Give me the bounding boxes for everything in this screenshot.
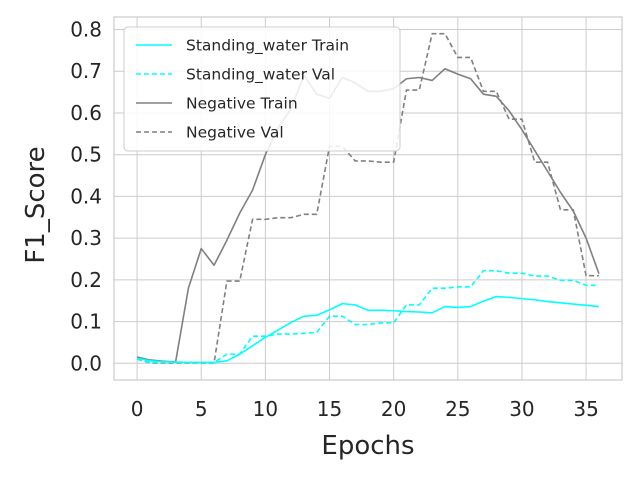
y-tick-label: 0.8 <box>70 18 102 42</box>
y-tick-label: 0.6 <box>70 101 102 125</box>
y-tick-label: 0.3 <box>70 226 102 250</box>
x-tick-label: 0 <box>131 397 144 421</box>
y-tick-label: 0.2 <box>70 268 102 292</box>
x-tick-label: 35 <box>573 397 598 421</box>
y-tick-label: 0.0 <box>70 351 102 375</box>
legend-label: Negative Train <box>186 95 298 113</box>
x-tick-label: 5 <box>195 397 208 421</box>
series-line <box>136 32 599 364</box>
x-tick-label: 25 <box>445 397 470 421</box>
y-tick-label: 0.5 <box>70 143 102 167</box>
x-tick-labels: 0 5 10 15 20 25 30 35 <box>131 397 599 421</box>
x-tick-label: 30 <box>509 397 534 421</box>
gridlines <box>114 17 622 380</box>
x-tick-label: 10 <box>253 397 278 421</box>
x-axis-title: Epochs <box>321 431 414 461</box>
series-line <box>136 295 599 364</box>
x-tick-label: 20 <box>381 397 406 421</box>
y-tick-label: 0.1 <box>70 310 102 334</box>
y-tick-label: 0.7 <box>70 59 102 83</box>
legend-label: Standing_water Val <box>186 66 335 85</box>
legend: Standing_water Train Standing_water Val Ne… <box>123 26 401 152</box>
legend-label: Standing_water Train <box>186 37 349 56</box>
y-tick-label: 0.4 <box>70 184 102 208</box>
y-axis-title: F1_Score <box>21 146 51 263</box>
y-tick-labels: 0.0 0.1 0.2 0.3 0.4 0.5 0.6 0.7 0.8 <box>70 18 102 376</box>
x-tick-label: 15 <box>317 397 342 421</box>
legend-box <box>123 26 401 152</box>
series-line <box>136 269 599 364</box>
legend-label: Negative Val <box>186 124 284 142</box>
